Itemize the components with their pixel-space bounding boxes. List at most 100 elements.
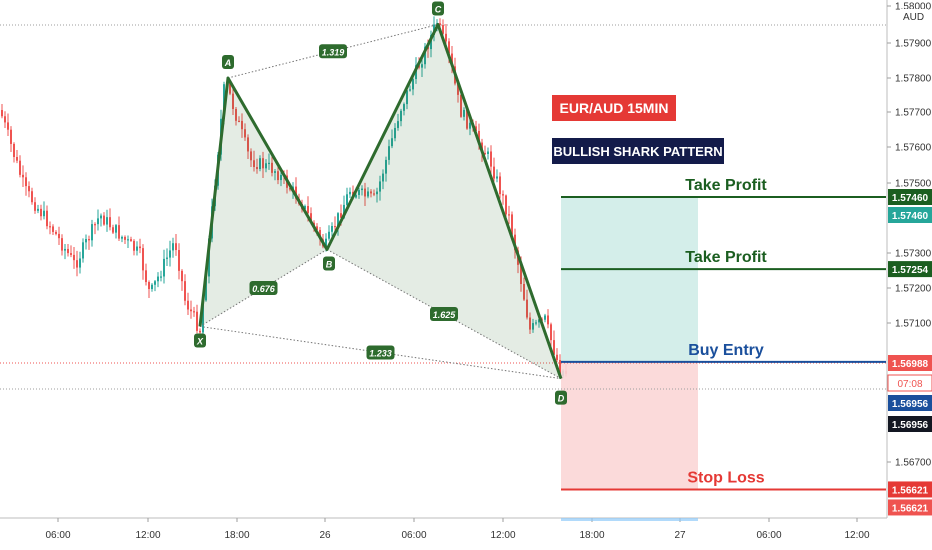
tp1-badge: 1.57460 xyxy=(892,193,929,204)
countdown-bg xyxy=(887,374,932,392)
candle-body xyxy=(478,130,480,143)
candle-body xyxy=(178,250,180,271)
ratio-label: 0.676 xyxy=(252,284,276,294)
candle-body xyxy=(457,83,459,95)
candle-body xyxy=(172,243,174,251)
candle-body xyxy=(520,264,522,285)
candle-body xyxy=(367,191,369,197)
candle-body xyxy=(55,231,57,234)
candle-body xyxy=(76,260,78,268)
candle-body xyxy=(343,204,345,218)
candle-body xyxy=(136,246,138,251)
candle-body xyxy=(58,233,60,239)
candle-body xyxy=(556,354,558,361)
candle-body xyxy=(412,79,414,90)
candle-body xyxy=(523,284,525,300)
last-price-badge-alt: 1.56956 xyxy=(892,420,929,431)
candle-body xyxy=(229,82,231,94)
candle-body xyxy=(28,186,30,192)
level-label: Buy Entry xyxy=(688,342,764,359)
candle-body xyxy=(196,311,198,331)
candle-body xyxy=(304,206,306,210)
candle-body xyxy=(13,143,15,158)
candle-body xyxy=(355,194,357,198)
candle-body xyxy=(163,258,165,277)
candle-body xyxy=(154,281,156,285)
candle-body xyxy=(79,258,81,268)
time-tick-label: 18:00 xyxy=(224,530,249,541)
pattern-line xyxy=(198,23,563,380)
candle-body xyxy=(406,90,408,105)
sl-badge-alt: 1.56621 xyxy=(892,503,929,514)
candle-body xyxy=(277,171,279,181)
candle-body xyxy=(253,160,255,168)
time-tick-label: 06:00 xyxy=(756,530,781,541)
candle-body xyxy=(67,248,69,254)
tp1-badge-bg xyxy=(888,189,932,205)
candle-body xyxy=(52,226,54,232)
candle-body xyxy=(331,225,333,232)
candle-body xyxy=(535,322,537,324)
info-boxes: EUR/AUD 15MIN BULLISH SHARK PATTERN xyxy=(552,95,724,164)
candle-body xyxy=(376,191,378,195)
candle-body xyxy=(91,224,93,241)
candle-body xyxy=(193,311,195,313)
entry-badge: 1.56988 xyxy=(892,359,929,370)
candle-body xyxy=(442,25,444,34)
candle-body xyxy=(205,276,207,301)
candle-body xyxy=(187,300,189,310)
candle-body xyxy=(22,174,24,178)
candle-body xyxy=(61,238,63,251)
time-tick-label: 12:00 xyxy=(490,530,515,541)
price-tick-label: 1.57500 xyxy=(895,179,932,190)
candle-body xyxy=(469,122,471,129)
sl-badge-alt-bg xyxy=(888,499,932,516)
candle-body xyxy=(490,151,492,167)
candle-body xyxy=(364,188,366,197)
candle-body xyxy=(127,239,129,241)
candle-body xyxy=(475,126,477,131)
candle-body xyxy=(529,317,531,330)
position-zones xyxy=(561,197,698,490)
candle-body xyxy=(151,284,153,290)
candle-body xyxy=(496,176,498,179)
candle-body xyxy=(274,171,276,173)
ratio-label: 1.233 xyxy=(369,349,392,359)
candle-body xyxy=(268,162,270,165)
candle-body xyxy=(82,242,84,259)
loss-zone xyxy=(561,361,698,490)
price-tick-label: 1.57700 xyxy=(895,108,932,119)
candle-body xyxy=(340,213,342,218)
candle-body xyxy=(31,191,33,203)
xab-triangle xyxy=(200,78,327,327)
candle-body xyxy=(49,226,51,228)
candle-body xyxy=(553,340,555,355)
candle-body xyxy=(181,270,183,282)
last-price-badge: 1.56956 xyxy=(892,399,929,410)
candle-body xyxy=(4,116,6,123)
candle-body xyxy=(550,324,552,341)
point-label: D xyxy=(558,394,565,404)
time-tick-label: 06:00 xyxy=(401,530,426,541)
candle-body xyxy=(19,160,21,175)
candle-body xyxy=(118,225,120,239)
price-tick-label: 1.57100 xyxy=(895,319,932,330)
ratio-line-0 xyxy=(227,24,439,79)
candle-body xyxy=(421,64,423,68)
price-axis[interactable]: 1.58000 1.57900 1.57800 1.57700 1.57600 1.575… xyxy=(886,0,932,550)
level-labels: Take Profit Take Profit Buy Entry Stop Loss xyxy=(685,177,767,486)
candle-body xyxy=(145,270,147,283)
candle-body xyxy=(106,217,108,225)
candle-body xyxy=(502,194,504,196)
candle-body xyxy=(103,215,105,225)
time-axis[interactable]: 06:00 12:00 18:00 26 06:00 12:00 18:00 27 06:00 1… xyxy=(0,517,932,550)
candle-body xyxy=(160,276,162,278)
candle-body xyxy=(100,215,102,219)
point-label: B xyxy=(326,260,333,270)
candle-body xyxy=(358,190,360,195)
candle-body xyxy=(424,46,426,65)
candle-body xyxy=(280,174,282,181)
time-tick-label: 27 xyxy=(674,530,686,541)
ratio-badge xyxy=(249,280,278,295)
